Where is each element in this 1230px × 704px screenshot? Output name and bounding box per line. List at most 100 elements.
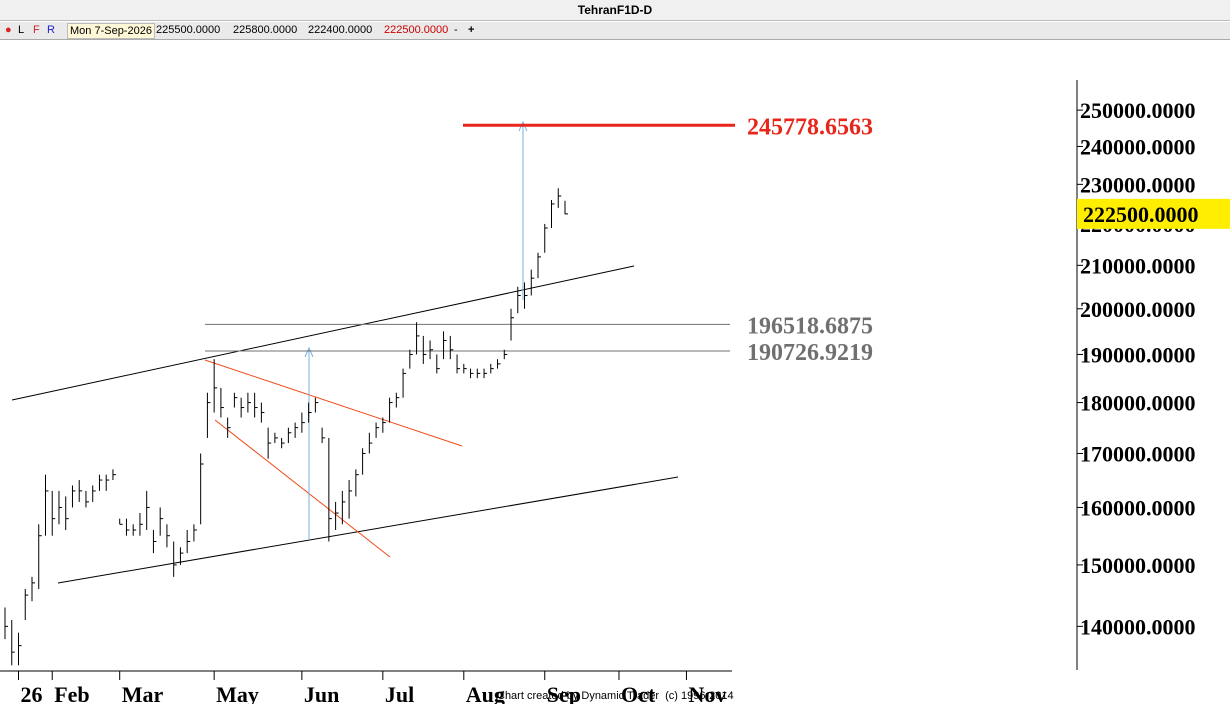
- x-tick-label: Jun: [304, 682, 339, 704]
- ohlc-bar: [449, 335, 454, 360]
- ohlc-bar: [503, 349, 508, 360]
- ohlc-bar: [44, 474, 49, 536]
- ohlc-bar: [260, 402, 265, 423]
- ohlc-bar: [186, 529, 191, 554]
- ohlc-bar: [254, 392, 258, 418]
- y-tick-label: 160000.0000: [1080, 495, 1196, 520]
- toolbar: ● L F R Mon 7-Sep-2026 225500.0000 22580…: [0, 22, 1230, 40]
- ohlc-bar: [402, 368, 407, 398]
- toolbar-button[interactable]: L: [18, 24, 25, 36]
- ohlc-bar: [193, 524, 197, 542]
- ohlc-bar: [98, 474, 103, 491]
- y-tick-label: 170000.0000: [1080, 441, 1196, 466]
- ohlc-bar: [58, 490, 62, 525]
- x-tick-label: Sep: [547, 682, 581, 704]
- ohlc-bar: [557, 188, 562, 208]
- ohlc-bar: [281, 437, 285, 449]
- y-tick-label: 250000.0000: [1080, 98, 1196, 123]
- arrow-head: [518, 120, 528, 132]
- ohlc-bar: [179, 547, 184, 565]
- ohlc-bar: [422, 335, 427, 364]
- ohlc-bar: [382, 417, 386, 433]
- ohlc-bar: [314, 397, 319, 413]
- ohlc-bar: [24, 588, 29, 620]
- ohlc-bar: [152, 529, 157, 554]
- ohlc-bar: [233, 392, 238, 408]
- ohlc-bar: [355, 469, 359, 497]
- ohlc-bar: [362, 448, 366, 475]
- window-title: TehranF1D-D: [0, 0, 1230, 21]
- ohlc-bar: [125, 518, 130, 536]
- chart: 140000.0000 150000.0000 160000.0000 170000.…: [0, 80, 1230, 704]
- ohlc-bar: [470, 368, 474, 379]
- trendlines: [11, 120, 679, 584]
- ohlc-bar: [395, 392, 400, 408]
- ohlc-bar: [348, 480, 353, 519]
- toolbar-button[interactable]: R: [47, 24, 55, 36]
- ohlc-bar: [200, 453, 204, 525]
- ohlc-bar: [389, 397, 393, 423]
- x-tick-label: Jul: [385, 682, 414, 704]
- minus-button[interactable]: -: [454, 24, 458, 36]
- ohlc-bar: [105, 474, 110, 491]
- ohlc-bar: [308, 402, 312, 423]
- high-field: 225800.0000: [233, 24, 298, 36]
- ohlc-bar: [51, 490, 56, 536]
- orange-line: [204, 359, 463, 447]
- x-tick-label: 26: [20, 682, 42, 704]
- ohlc-bar: [17, 632, 22, 666]
- ohlc-bar: [510, 308, 515, 341]
- ohlc-bar: [78, 480, 83, 502]
- ohlc-bar: [247, 392, 251, 413]
- ohlc-bar: [551, 199, 555, 228]
- y-tick-label: 140000.0000: [1080, 614, 1196, 639]
- ohlc-bar: [490, 363, 494, 374]
- ohlc-bar: [409, 349, 413, 369]
- plus-button[interactable]: +: [468, 24, 475, 36]
- ohlc-bar: [429, 340, 434, 360]
- ohlc-bar: [213, 359, 218, 413]
- ohlc-bar: [301, 412, 305, 433]
- low-field: 222400.0000: [308, 24, 373, 36]
- y-tick-label: 230000.0000: [1080, 172, 1196, 197]
- toolbar-button[interactable]: F: [33, 24, 40, 36]
- x-tick-label: Aug: [466, 682, 505, 704]
- ohlc-bar: [112, 469, 116, 481]
- ohlc-bar: [436, 354, 440, 374]
- ohlc-bar: [328, 437, 332, 542]
- x-tick-label: Oct: [621, 682, 656, 704]
- ohlc-bar: [375, 422, 380, 438]
- level-label: 190726.9219: [747, 340, 873, 366]
- y-tick-label: 180000.0000: [1080, 391, 1196, 416]
- ohlc-bar: [564, 200, 568, 215]
- ohlc-bar: [220, 387, 224, 418]
- x-tick-label: May: [216, 682, 259, 704]
- y-tick-label: 190000.0000: [1080, 342, 1196, 367]
- x-tick-label: Nov: [688, 682, 726, 704]
- ohlc-bar: [537, 252, 542, 279]
- last-price-label: 222500.0000: [1083, 202, 1199, 227]
- date-field: Mon 7-Sep-2026: [67, 23, 155, 39]
- last-price-box: [1077, 198, 1230, 229]
- ohlc-bar: [524, 282, 528, 309]
- ohlc-bar: [92, 485, 96, 502]
- ohlc-bar: [65, 496, 69, 530]
- ohlc-bar: [274, 432, 278, 444]
- ohlc-bar: [416, 322, 420, 355]
- ohlc-bar: [335, 501, 339, 530]
- ohlc-bar: [368, 432, 373, 454]
- channel-lower: [57, 476, 679, 584]
- ohlc-bar: [267, 427, 272, 459]
- ohlc-bar: [530, 269, 535, 296]
- ohlc-bar: [544, 223, 548, 253]
- ohlc-bar: [166, 524, 170, 548]
- ohlc-bar: [517, 286, 521, 314]
- ohlc-bar: [483, 368, 488, 379]
- y-tick-label: 200000.0000: [1080, 297, 1196, 322]
- ohlc-bar: [497, 359, 501, 369]
- close-field: 222500.0000: [384, 24, 449, 36]
- ohlc-bar: [463, 363, 467, 374]
- ohlc-bar: [4, 607, 8, 640]
- arrow-head: [304, 346, 314, 358]
